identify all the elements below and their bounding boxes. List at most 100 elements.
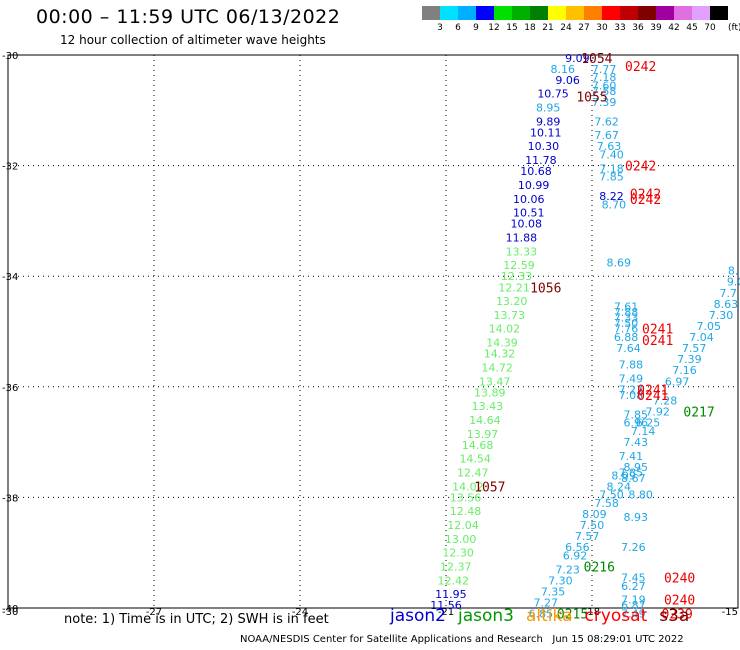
- wave-height-point: 7.50: [614, 317, 639, 330]
- color-scale-tick: 15: [506, 23, 518, 33]
- wave-height-point: 14.02: [489, 323, 521, 336]
- wave-height-point: 12.04: [447, 519, 479, 532]
- wave-height-point: 14.72: [481, 361, 513, 374]
- wave-height-point: 7.61: [614, 301, 639, 314]
- y-tick-label: -30: [2, 51, 18, 62]
- wave-height-point: 7.04: [689, 331, 714, 344]
- wave-height-point: 13.43: [472, 400, 504, 413]
- wave-height-point: 8.63: [714, 298, 739, 311]
- wave-height-point: 14.64: [469, 414, 501, 427]
- color-swatch: [422, 6, 440, 20]
- pass-time-marker: 1057: [474, 480, 505, 495]
- color-scale-tick: 24: [560, 23, 572, 33]
- wave-height-point: 12.48: [450, 505, 482, 518]
- color-scale-tick: 39: [650, 23, 662, 33]
- wave-height-point: 12.37: [440, 561, 472, 574]
- wave-height-point: 10.06: [513, 193, 545, 206]
- wave-height-point: 7.19: [621, 594, 646, 607]
- y-tick-label: -36: [2, 383, 18, 394]
- wave-height-point: 8.16: [551, 63, 576, 76]
- wave-height-point: 10.51: [513, 207, 545, 220]
- pass-time-marker: 1055: [576, 90, 607, 105]
- wave-height-point: 7.43: [624, 436, 649, 449]
- wave-height-point: 9.06: [555, 74, 580, 87]
- color-swatch: [476, 6, 494, 20]
- color-swatch: [566, 6, 584, 20]
- wave-height-point: 8.09: [582, 508, 607, 521]
- wave-height-point: 12.33: [501, 270, 533, 283]
- wave-height-point: 6.87: [621, 599, 646, 612]
- wave-height-point: 7.41: [619, 450, 644, 463]
- wave-height-point: 7.26: [621, 541, 646, 554]
- satellite-legend: jason2 jason3 altika cryosat s3a: [390, 606, 701, 626]
- color-scale-tick: 6: [455, 23, 461, 33]
- wave-height-point: 7.88: [614, 306, 639, 319]
- wave-height-point: 13.20: [496, 295, 528, 308]
- wave-height-point: 10.08: [511, 218, 543, 231]
- pass-time-marker: 0241: [642, 323, 673, 338]
- wave-height-point: 12.47: [457, 467, 489, 480]
- wave-height-point: 8.: [728, 265, 739, 278]
- color-scale-tick: 33: [614, 23, 626, 33]
- wave-height-point: 6.88: [614, 331, 639, 344]
- wave-height-point: 8.67: [621, 472, 646, 485]
- wave-height-point: 7.92: [645, 406, 670, 419]
- wave-height-point: 7.64: [616, 342, 641, 355]
- color-scale-tick: 42: [668, 23, 680, 33]
- wave-height-point: 7.30: [548, 574, 573, 587]
- wave-height-point: 8.95: [536, 102, 561, 115]
- wave-height-point: 7.23: [555, 563, 580, 576]
- color-scale-unit: (ft): [728, 23, 740, 33]
- wave-height-point: 12.21: [498, 281, 530, 294]
- wave-height-point: 7.67: [594, 129, 619, 142]
- y-tick-label: -40: [2, 604, 18, 615]
- x-tick-label: -24: [292, 607, 308, 618]
- wave-height-point: 9.09: [565, 52, 590, 65]
- wave-height-point: 8.69: [607, 256, 632, 269]
- wave-height-point: 7.45: [621, 572, 646, 585]
- wave-height-point: 13.97: [467, 428, 499, 441]
- wave-height-point: 10.99: [518, 179, 550, 192]
- color-swatch: [494, 6, 512, 20]
- wave-height-point: 14.68: [462, 439, 494, 452]
- x-tick-label: -15: [722, 607, 738, 618]
- wave-height-point: 7.57: [682, 342, 707, 355]
- wave-height-point: 8.70: [602, 198, 627, 211]
- legend-entry-jason2: jason2: [390, 606, 446, 626]
- color-swatch: [458, 6, 476, 20]
- wave-height-point: 9.0: [727, 276, 740, 289]
- chart-subtitle: 12 hour collection of altimeter wave hei…: [60, 33, 326, 47]
- color-swatch: [548, 6, 566, 20]
- color-swatch: [710, 6, 728, 20]
- pass-time-marker: 0240: [664, 572, 695, 587]
- wave-height-point: 11.78: [525, 154, 557, 167]
- wave-height-point: 7.40: [599, 149, 624, 162]
- wave-height-point: 7.49: [621, 608, 646, 621]
- wave-height-point: 7.16: [672, 364, 697, 377]
- color-scale-tick: 30: [596, 23, 608, 33]
- wave-height-point: 7.88: [619, 359, 644, 372]
- color-scale-tick: 27: [578, 23, 590, 33]
- y-tick-label: -38: [2, 493, 18, 504]
- wave-height-point: 12.42: [438, 574, 470, 587]
- chart-title: 00:00 – 11:59 UTC 06/13/2022: [36, 6, 341, 28]
- wave-height-point: 7.50: [599, 489, 624, 502]
- wave-height-point: 7.85: [599, 171, 624, 184]
- pass-time-marker: 0217: [683, 406, 714, 421]
- wave-height-point: 6.27: [621, 580, 646, 593]
- x-tick-label: -18: [584, 607, 600, 618]
- color-swatch: [620, 6, 638, 20]
- wave-height-point: 10.75: [537, 88, 569, 101]
- wave-height-point: 7.05: [697, 320, 722, 333]
- wave-height-point: 6.25: [636, 417, 661, 430]
- color-scale-tick: 45: [686, 23, 698, 33]
- wave-height-point: 7.58: [592, 85, 617, 98]
- color-swatch: [674, 6, 692, 20]
- wave-height-point: 11.95: [435, 588, 467, 601]
- wave-height-point: 11.88: [506, 231, 538, 244]
- wave-height-point: 7.62: [594, 115, 619, 128]
- wave-height-point: 6.92: [563, 549, 588, 562]
- color-scale-tick: 70: [704, 23, 716, 33]
- wave-height-point: 8.22: [599, 190, 624, 203]
